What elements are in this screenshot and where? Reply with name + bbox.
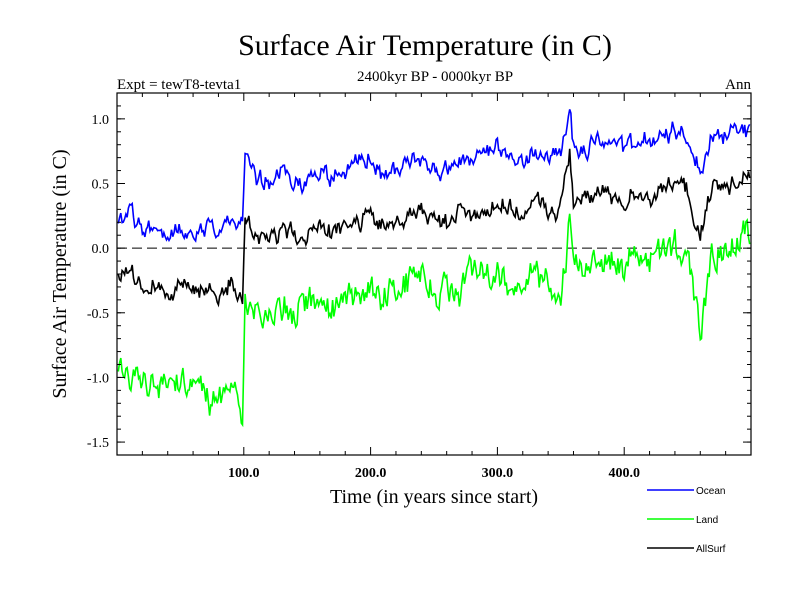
legend-label-ocean: Ocean xyxy=(696,486,725,497)
y-tick-label: -1.5 xyxy=(87,436,109,451)
x-axis-label: Time (in years since start) xyxy=(330,486,538,508)
x-tick-label: 100.0 xyxy=(228,466,260,481)
y-axis-label: Surface Air Temperature (in C) xyxy=(49,149,71,398)
series-line-allsurf xyxy=(117,148,751,308)
series-line-land xyxy=(117,213,751,428)
y-tick-label: -1.0 xyxy=(87,371,109,386)
y-tick-label: -0.5 xyxy=(87,307,109,322)
legend-label-allsurf: AllSurf xyxy=(696,544,726,555)
legend: Ocean Land AllSurf xyxy=(647,486,726,555)
chart-subtitle: 2400kyr BP - 0000kyr BP xyxy=(357,69,513,85)
x-tick-label: 400.0 xyxy=(608,466,640,481)
experiment-label: Expt = tewT8-tevta1 xyxy=(117,77,241,93)
y-tick-label: 0.0 xyxy=(92,242,110,257)
legend-label-land: Land xyxy=(696,515,718,526)
chart-title: Surface Air Temperature (in C) xyxy=(238,29,612,62)
y-tick-label: 0.5 xyxy=(92,178,110,193)
period-label: Ann xyxy=(725,77,751,93)
series-line-ocean xyxy=(117,109,751,243)
y-tick-label: 1.0 xyxy=(92,113,110,128)
x-tick-label: 300.0 xyxy=(482,466,514,481)
x-tick-label: 200.0 xyxy=(355,466,387,481)
